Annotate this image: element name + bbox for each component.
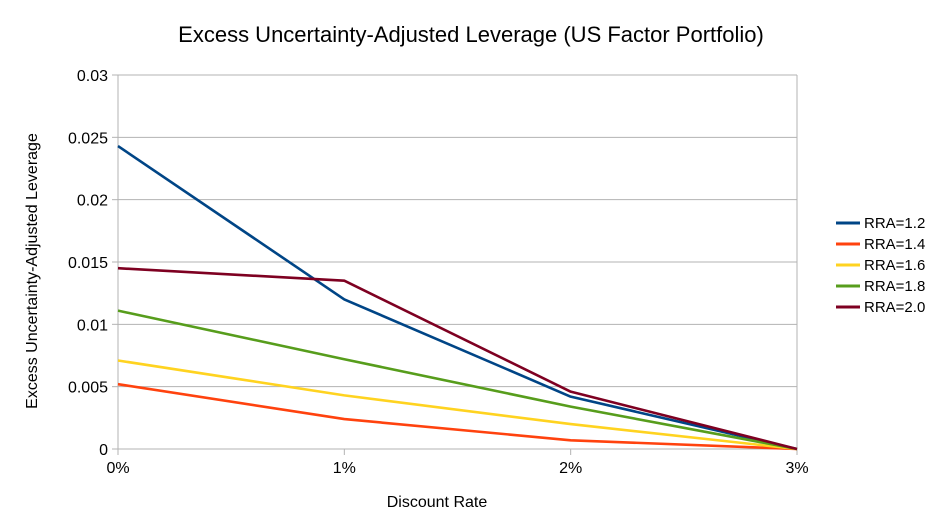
y-tick-labels: 0 0.005 0.01 0.015 0.02 0.025 0.03 [68, 68, 108, 459]
legend-label: RRA=1.6 [864, 257, 925, 274]
series-line [117, 144, 798, 451]
y-tick-label: 0.01 [77, 317, 108, 334]
series-line [117, 359, 798, 451]
y-tick-label: 0.005 [68, 380, 108, 397]
x-tick-label: 2% [559, 460, 582, 477]
y-tick-label: 0 [99, 442, 108, 459]
y-tick-label: 0.025 [68, 130, 108, 147]
y-tick-label: 0.02 [77, 193, 108, 210]
legend-label: RRA=1.2 [864, 215, 925, 232]
x-tick-labels: 0% 1% 2% 3% [106, 460, 808, 477]
x-tick-label: 1% [333, 460, 356, 477]
legend-label: RRA=2.0 [864, 299, 925, 316]
x-tick-label: 3% [785, 460, 808, 477]
x-axis-label: Discount Rate [387, 494, 488, 511]
y-axis-label: Excess Uncertainty-Adjusted Leverage [24, 133, 41, 409]
legend: RRA=1.2 RRA=1.4 RRA=1.6 RRA=1.8 RRA=2.0 [836, 215, 925, 316]
legend-label: RRA=1.8 [864, 278, 925, 295]
legend-label: RRA=1.4 [864, 236, 925, 253]
y-tick-label: 0.03 [77, 68, 108, 85]
x-tick-label: 0% [106, 460, 129, 477]
series-line [117, 382, 798, 451]
y-tick-label: 0.015 [68, 255, 108, 272]
chart-title: Excess Uncertainty-Adjusted Leverage (US… [178, 22, 764, 47]
series-lines [117, 144, 798, 451]
series-line [117, 309, 798, 451]
series-line [117, 266, 798, 451]
gridlines [112, 74, 798, 455]
